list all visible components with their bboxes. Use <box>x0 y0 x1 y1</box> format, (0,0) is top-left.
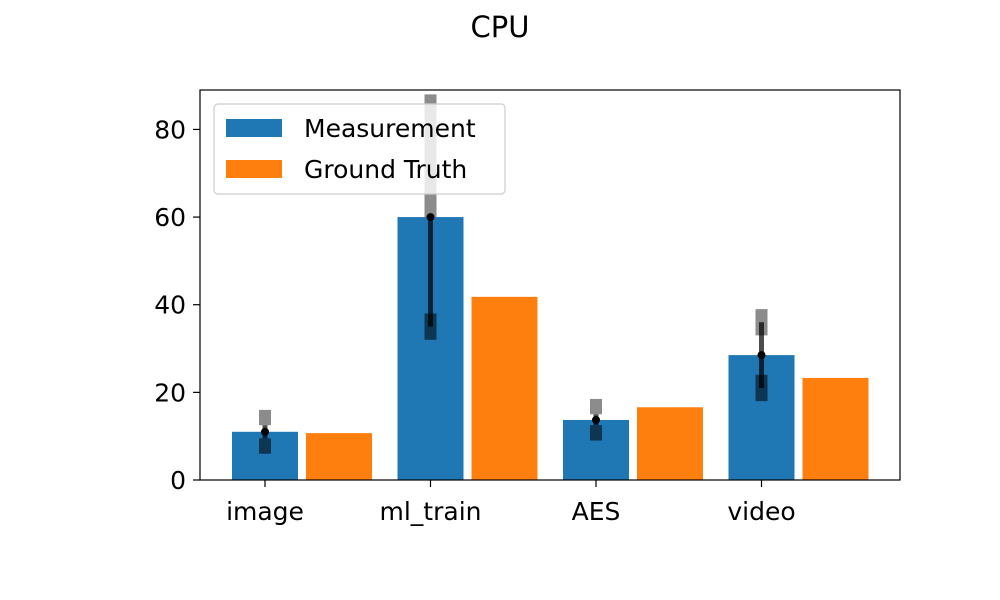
error-center-image <box>261 427 269 436</box>
legend-swatch-measurement <box>226 119 282 137</box>
legend: Measurement Ground Truth <box>213 103 506 195</box>
legend-box <box>213 103 506 195</box>
x-tick-label-image: image <box>226 497 304 526</box>
error-box-high-AES <box>590 398 602 415</box>
legend-swatch-ground-truth <box>226 160 282 178</box>
error-center-video <box>757 351 766 360</box>
y-tick-label-40: 40 <box>154 291 186 320</box>
error-center-ml_train <box>426 213 435 222</box>
bar-ground-truth-image <box>306 433 372 480</box>
error-center-AES <box>592 415 600 424</box>
y-tick-label-20: 20 <box>154 378 186 407</box>
bar-ground-truth-ml_train <box>471 296 538 480</box>
x-tick-label-ml_train: ml_train <box>380 497 482 526</box>
x-tick-label-AES: AES <box>572 497 621 526</box>
chart-title: CPU <box>471 10 530 44</box>
error-box-high-image <box>259 409 271 426</box>
x-axis: image ml_train AES video <box>226 480 796 526</box>
bar-ground-truth-AES <box>637 407 703 480</box>
y-tick-label-80: 80 <box>154 115 186 144</box>
x-tick-label-video: video <box>727 497 795 526</box>
legend-label-measurement: Measurement <box>304 114 476 143</box>
y-tick-label-60: 60 <box>154 203 186 232</box>
legend-label-ground-truth: Ground Truth <box>304 155 467 184</box>
plot-frame <box>199 89 901 481</box>
error-line-ml_train <box>428 217 433 327</box>
error-box-low-image <box>259 438 271 454</box>
y-tick-label-0: 0 <box>170 466 186 495</box>
y-axis: 0 20 40 60 80 <box>154 115 200 495</box>
bar-ground-truth-video <box>802 377 869 480</box>
bars-layer <box>232 217 869 480</box>
error-box-low-AES <box>590 425 602 441</box>
